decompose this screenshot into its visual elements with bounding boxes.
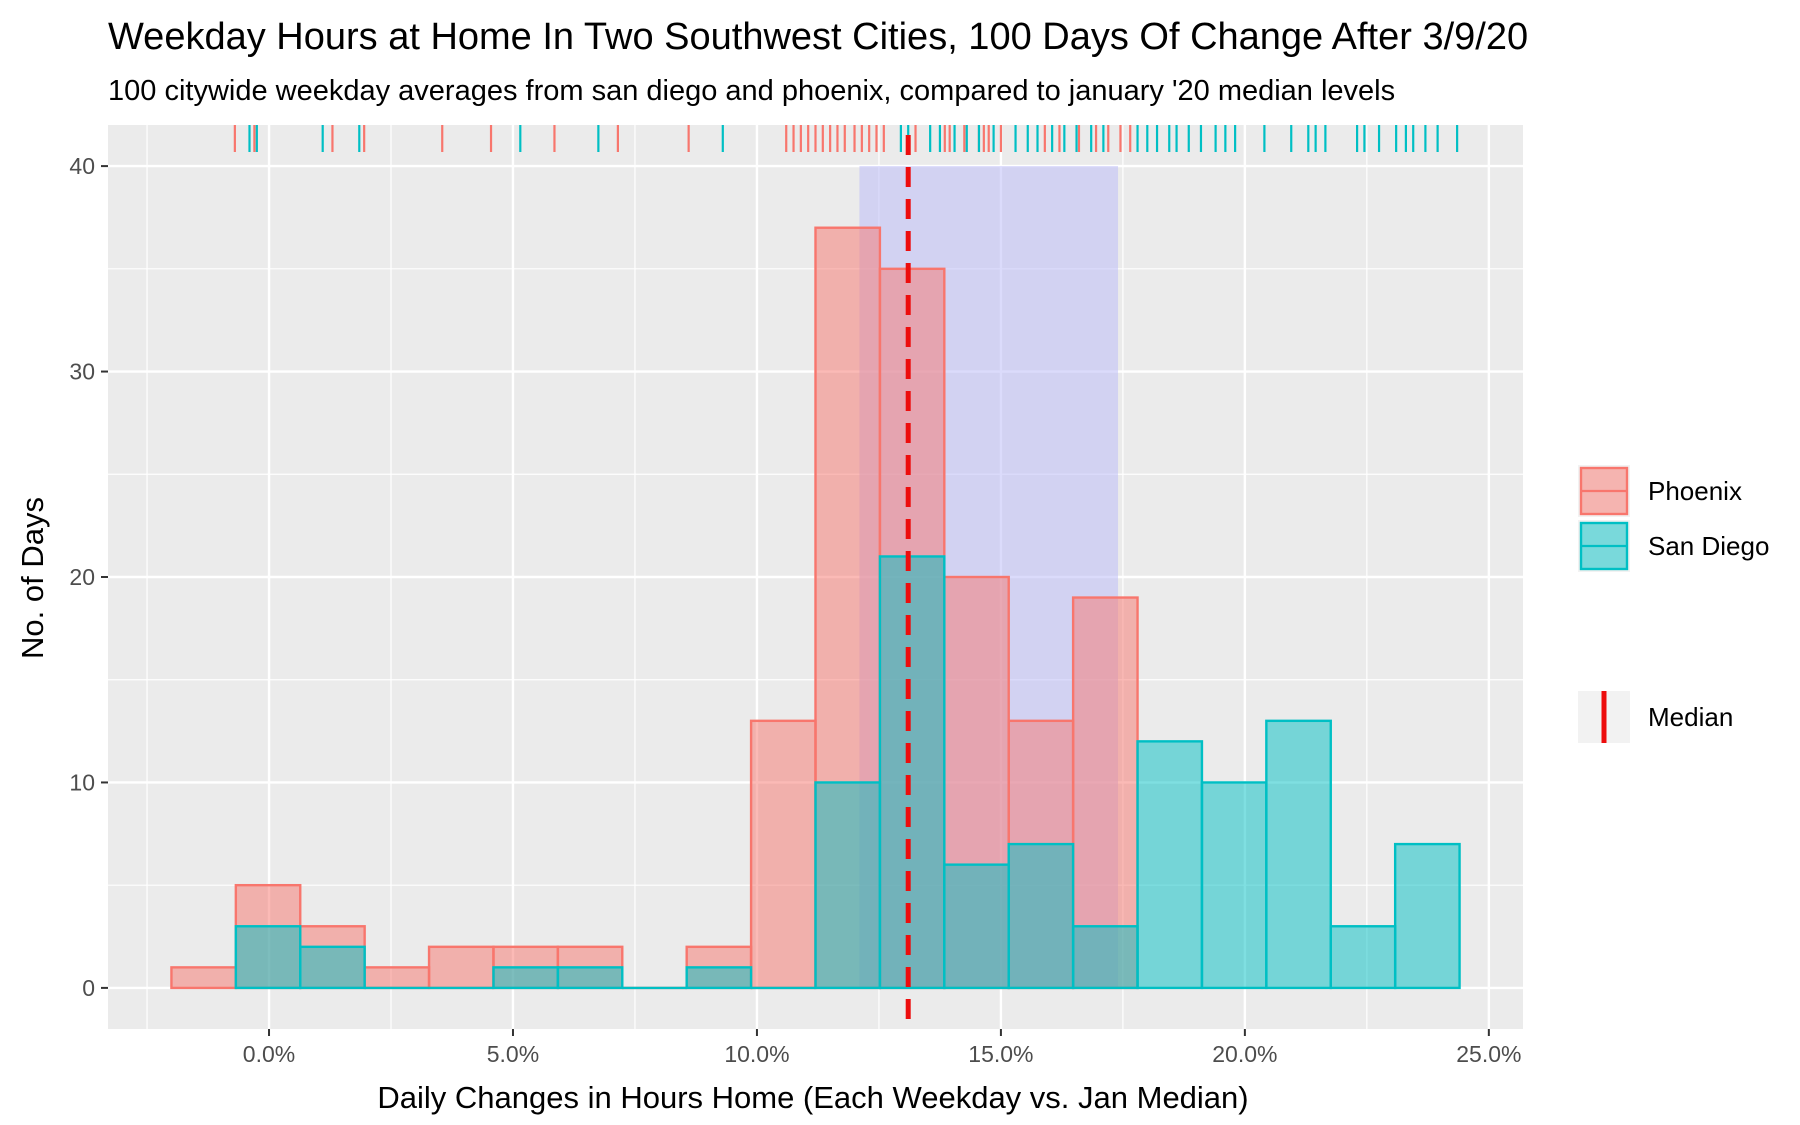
bar-san-diego xyxy=(234,925,302,990)
bar-phoenix xyxy=(363,966,431,990)
bar-san-diego xyxy=(814,781,882,990)
legend-label-san-diego: San Diego xyxy=(1648,531,1769,561)
bar-san-diego xyxy=(943,863,1010,990)
y-tick-label: 10 xyxy=(69,769,95,795)
bar-san-diego xyxy=(1007,842,1075,990)
chart-title: Weekday Hours at Home In Two Southwest C… xyxy=(108,16,1528,58)
legend-label-phoenix: Phoenix xyxy=(1648,476,1742,506)
bar-san-diego xyxy=(685,966,753,990)
bar-san-diego xyxy=(1200,781,1268,990)
x-tick-label: 15.0% xyxy=(968,1041,1033,1067)
histogram-bars xyxy=(170,226,1461,990)
y-tick-label: 40 xyxy=(69,153,95,179)
x-axis-title: Daily Changes in Hours Home (Each Weekda… xyxy=(377,1080,1248,1115)
bar-san-diego xyxy=(1071,925,1139,990)
bar-san-diego xyxy=(556,966,624,990)
bar-san-diego xyxy=(299,945,366,990)
y-tick-label: 20 xyxy=(69,564,95,590)
x-tick-label: 0.0% xyxy=(243,1041,295,1067)
bar-phoenix xyxy=(427,945,495,990)
chart-subtitle: 100 citywide weekday averages from san d… xyxy=(108,75,1395,107)
bar-san-diego xyxy=(1265,719,1332,990)
legend-label-median: Median xyxy=(1648,702,1733,732)
bar-san-diego xyxy=(1136,740,1204,990)
y-axis-title: No. of Days xyxy=(15,497,50,659)
bar-san-diego xyxy=(1393,842,1461,990)
x-tick-label: 5.0% xyxy=(487,1041,539,1067)
bar-san-diego xyxy=(492,966,560,990)
plot-panel xyxy=(108,125,1523,1029)
y-tick-label: 0 xyxy=(82,975,95,1001)
bar-phoenix xyxy=(749,719,817,990)
legend: Phoenix San Diego Median xyxy=(1578,465,1769,743)
x-tick-label: 10.0% xyxy=(724,1041,789,1067)
bar-phoenix xyxy=(1071,596,1139,990)
bar-san-diego xyxy=(1329,925,1397,990)
x-axis: 0.0% 5.0% 10.0% 15.0% 20.0% 25.0% xyxy=(243,1029,1521,1067)
bar-san-diego xyxy=(878,555,946,990)
y-axis: 0 10 20 30 40 xyxy=(69,153,108,1001)
y-tick-label: 30 xyxy=(69,359,95,385)
x-tick-label: 20.0% xyxy=(1212,1041,1277,1067)
x-tick-label: 25.0% xyxy=(1456,1041,1521,1067)
bar-phoenix xyxy=(170,966,238,990)
